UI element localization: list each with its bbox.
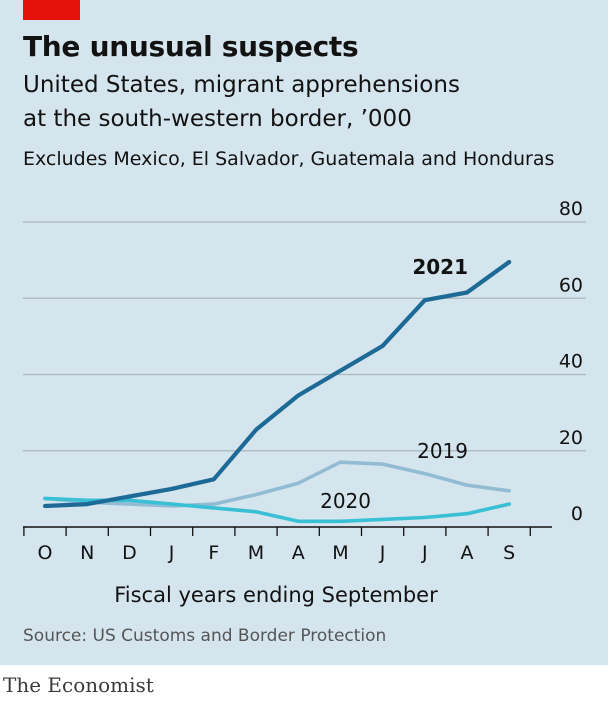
x-tick-label: D (122, 542, 137, 564)
x-tick-label: J (168, 542, 175, 564)
x-tick-label: J (421, 542, 428, 564)
series-lines (42, 259, 512, 524)
series-label-2021: 2021 (412, 255, 468, 279)
x-axis-title: Fiscal years ending September (114, 583, 438, 607)
y-axis-tick-labels: 0 20 40 60 80 (559, 198, 583, 525)
y-tick-label: 0 (571, 503, 583, 525)
series-label-2019: 2019 (417, 439, 468, 463)
gridlines (23, 221, 586, 452)
x-tick-label: F (208, 542, 219, 564)
series-line-2020 (43, 496, 512, 524)
y-tick-label: 40 (559, 351, 583, 373)
y-tick-label: 20 (559, 427, 583, 449)
x-tick-label: S (503, 542, 515, 564)
x-tick-label: N (80, 542, 94, 564)
chart-subtitle-line2: at the south-western border, ’000 (23, 106, 412, 132)
chart-title: The unusual suspects (23, 30, 359, 63)
chart-subtitle-line1: United States, migrant apprehensions (23, 72, 460, 98)
chart-note: Excludes Mexico, El Salvador, Guatemala … (23, 148, 555, 170)
economist-logo-text: The Economist (3, 673, 154, 697)
chart-panel (0, 0, 608, 665)
series-line-2021 (42, 259, 512, 509)
brand-red-tab (23, 0, 80, 20)
line-chart: 0 20 40 60 80 O N D J F M A M J J A S 2021 2019 2020 (23, 198, 586, 564)
y-tick-label: 80 (559, 198, 583, 220)
x-tick-label: J (379, 542, 386, 564)
x-tick-label: M (332, 542, 348, 564)
series-label-2020: 2020 (320, 489, 371, 513)
y-tick-label: 60 (559, 274, 583, 296)
x-tick-label: O (38, 542, 53, 564)
series-labels: 2021 2019 2020 (320, 255, 468, 513)
series-line-2019 (43, 460, 512, 508)
x-tick-label: A (461, 542, 474, 564)
x-tick-label: A (292, 542, 305, 564)
source-note: Source: US Customs and Border Protection (23, 626, 387, 646)
x-tick-label: M (248, 542, 264, 564)
